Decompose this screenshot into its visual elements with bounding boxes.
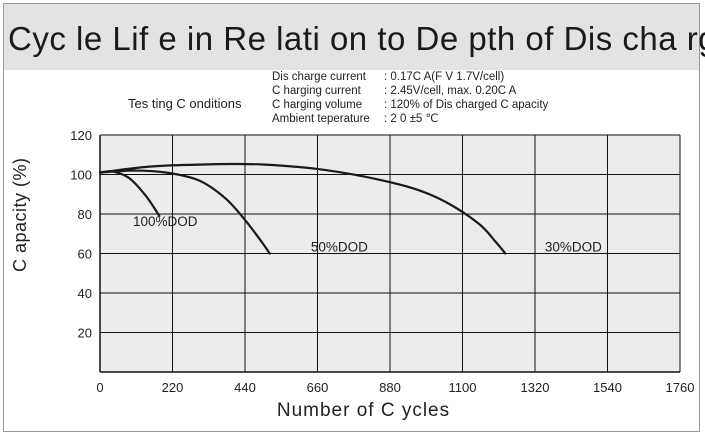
y-tick-label: 100 (70, 168, 92, 183)
condition-key: Ambient teperature (272, 113, 370, 125)
condition-row: Dis charge current : 0.17C A(F V 1.7V/cel… (272, 70, 548, 84)
condition-key: C harging volume (272, 99, 363, 111)
series-label: 30%DOD (545, 240, 602, 255)
series-line (98, 169, 271, 255)
y-tick-label: 80 (78, 207, 92, 222)
y-tick-label: 20 (78, 326, 92, 341)
condition-value: : 2.45V/cell, max. 0.20C A (384, 85, 517, 97)
y-axis-label: C apacity (%) (10, 157, 30, 272)
x-tick-label: 0 (96, 380, 103, 395)
series-label: 50%DOD (311, 240, 368, 255)
y-tick-label: 120 (70, 128, 92, 143)
series-line (98, 162, 507, 255)
x-axis-label: Number of C ycles (276, 400, 451, 421)
condition-key: C harging current (272, 85, 361, 97)
testing-conditions-list: Dis charge current : 0.17C A(F V 1.7V/cel… (272, 70, 548, 126)
x-tick-label: 1100 (449, 380, 477, 395)
x-tick-label: 880 (379, 380, 401, 395)
chart-frame (3, 3, 700, 432)
condition-value: : 120% of Dis charged C apacity (384, 99, 549, 111)
condition-key: Dis charge current (272, 71, 366, 83)
condition-value: : 2 0 ±5 ℃ (384, 113, 439, 125)
condition-value: : 0.17C A(F V 1.7V/cell) (384, 71, 505, 83)
chart-title: Cyc le Lif e in Re lati on to De pth of … (8, 20, 705, 57)
condition-row: Ambient teperature : 2 0 ±5 ℃ (272, 112, 548, 126)
condition-row: C harging current : 2.45V/cell, max. 0.20… (272, 84, 548, 98)
x-tick-label: 440 (234, 380, 256, 395)
y-tick-label: 40 (78, 286, 92, 301)
title-bar (4, 4, 699, 70)
y-tick-label: 60 (78, 247, 92, 262)
x-tick-label: 1320 (521, 380, 550, 395)
testing-conditions-label: Tes ting C onditions (128, 96, 242, 111)
x-tick-label: 220 (162, 380, 184, 395)
x-tick-label: 1540 (593, 380, 622, 395)
x-tick-label: 1760 (666, 380, 695, 395)
condition-row: C harging volume : 120% of Dis charged C … (272, 98, 548, 112)
series-label: 100%DOD (133, 214, 198, 229)
x-tick-label: 660 (307, 380, 329, 395)
